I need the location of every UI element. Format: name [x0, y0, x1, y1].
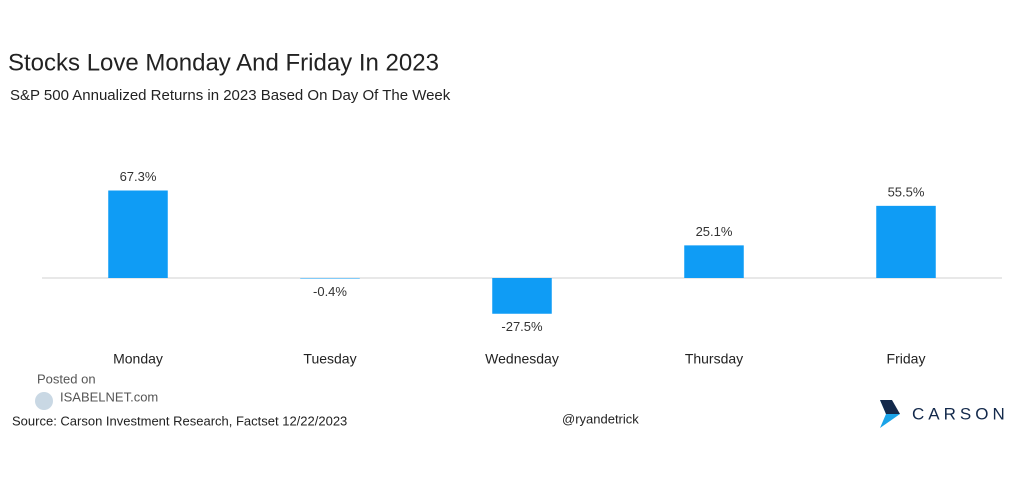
- watermark: Posted on: [37, 371, 96, 386]
- x-tick-label: Tuesday: [303, 351, 356, 367]
- x-tick-label: Wednesday: [485, 351, 559, 367]
- bar: [684, 245, 744, 278]
- x-tick-label: Friday: [887, 351, 926, 367]
- watermark-icon: [35, 392, 53, 410]
- bar: [108, 190, 168, 278]
- x-tick-label: Thursday: [685, 351, 743, 367]
- bar: [876, 205, 936, 278]
- value-label: 25.1%: [696, 224, 733, 239]
- bar: [492, 278, 552, 314]
- bar: [300, 278, 360, 279]
- value-label: 67.3%: [120, 169, 157, 184]
- value-label: 55.5%: [888, 184, 925, 199]
- chart-title: Stocks Love Monday And Friday In 2023: [8, 49, 439, 76]
- value-label: -0.4%: [313, 284, 347, 299]
- logo-text: CARSON: [912, 404, 1009, 423]
- credit: @ryandetrick: [562, 411, 639, 426]
- value-label: -27.5%: [501, 319, 543, 334]
- logo-mark: [880, 400, 900, 414]
- watermark: ISABELNET.com: [60, 389, 158, 404]
- x-tick-label: Monday: [113, 351, 163, 367]
- chart-subtitle: S&P 500 Annualized Returns in 2023 Based…: [10, 87, 451, 104]
- source: Source: Carson Investment Research, Fact…: [12, 413, 347, 428]
